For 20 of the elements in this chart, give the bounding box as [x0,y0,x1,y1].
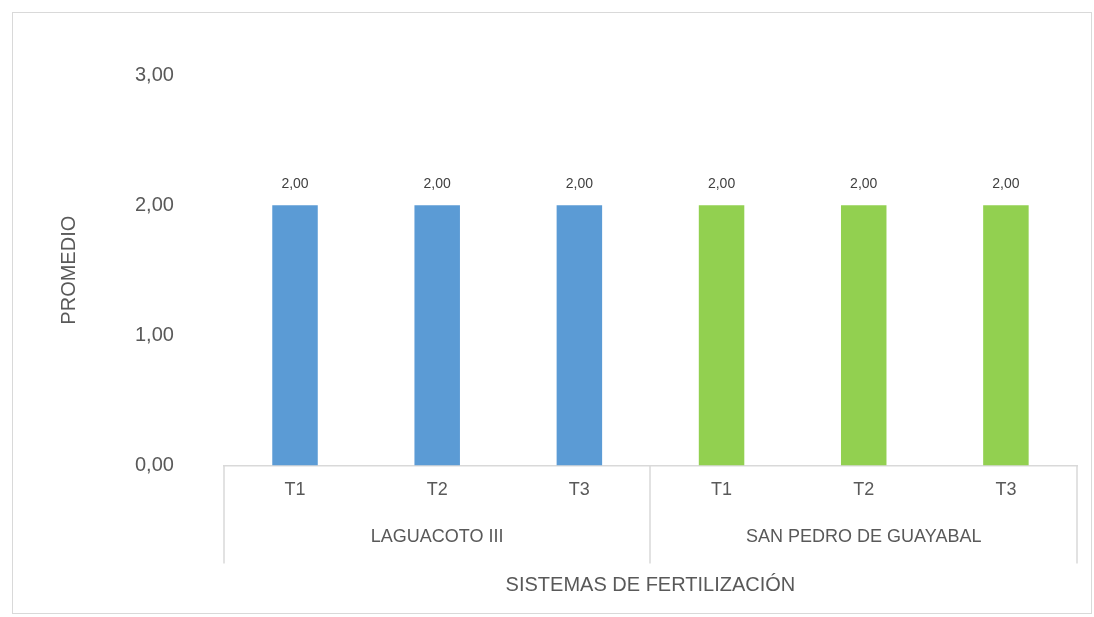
data-label: 2,00 [423,174,452,191]
y-tick-label: 0,00 [134,452,174,475]
x-tick-label: T1 [711,479,733,500]
x-axis-title: SISTEMAS DE FERTILIZACIÓN [505,572,796,595]
x-tick-label: T1 [284,479,306,500]
data-label: 2,00 [281,174,309,191]
x-tick-label: T2 [853,479,875,500]
y-axis-title: PROMEDIO [56,215,79,325]
text: LAGUACOTO III [370,526,504,547]
text: SAN PEDRO DE GUAYABAL [746,526,982,547]
y-tick-label: 1,00 [134,322,174,345]
y-tick-label: 2,00 [134,192,174,215]
data-label: 2,00 [850,174,878,191]
data-label: 2,00 [992,174,1020,191]
x-tick-label: T2 [426,479,448,500]
x-tick-label: T3 [995,479,1017,500]
x-tick-label: T3 [568,479,590,500]
data-label: 2,00 [565,174,594,191]
y-tick-label: 3,00 [134,62,174,85]
data-label: 2,00 [707,174,736,191]
